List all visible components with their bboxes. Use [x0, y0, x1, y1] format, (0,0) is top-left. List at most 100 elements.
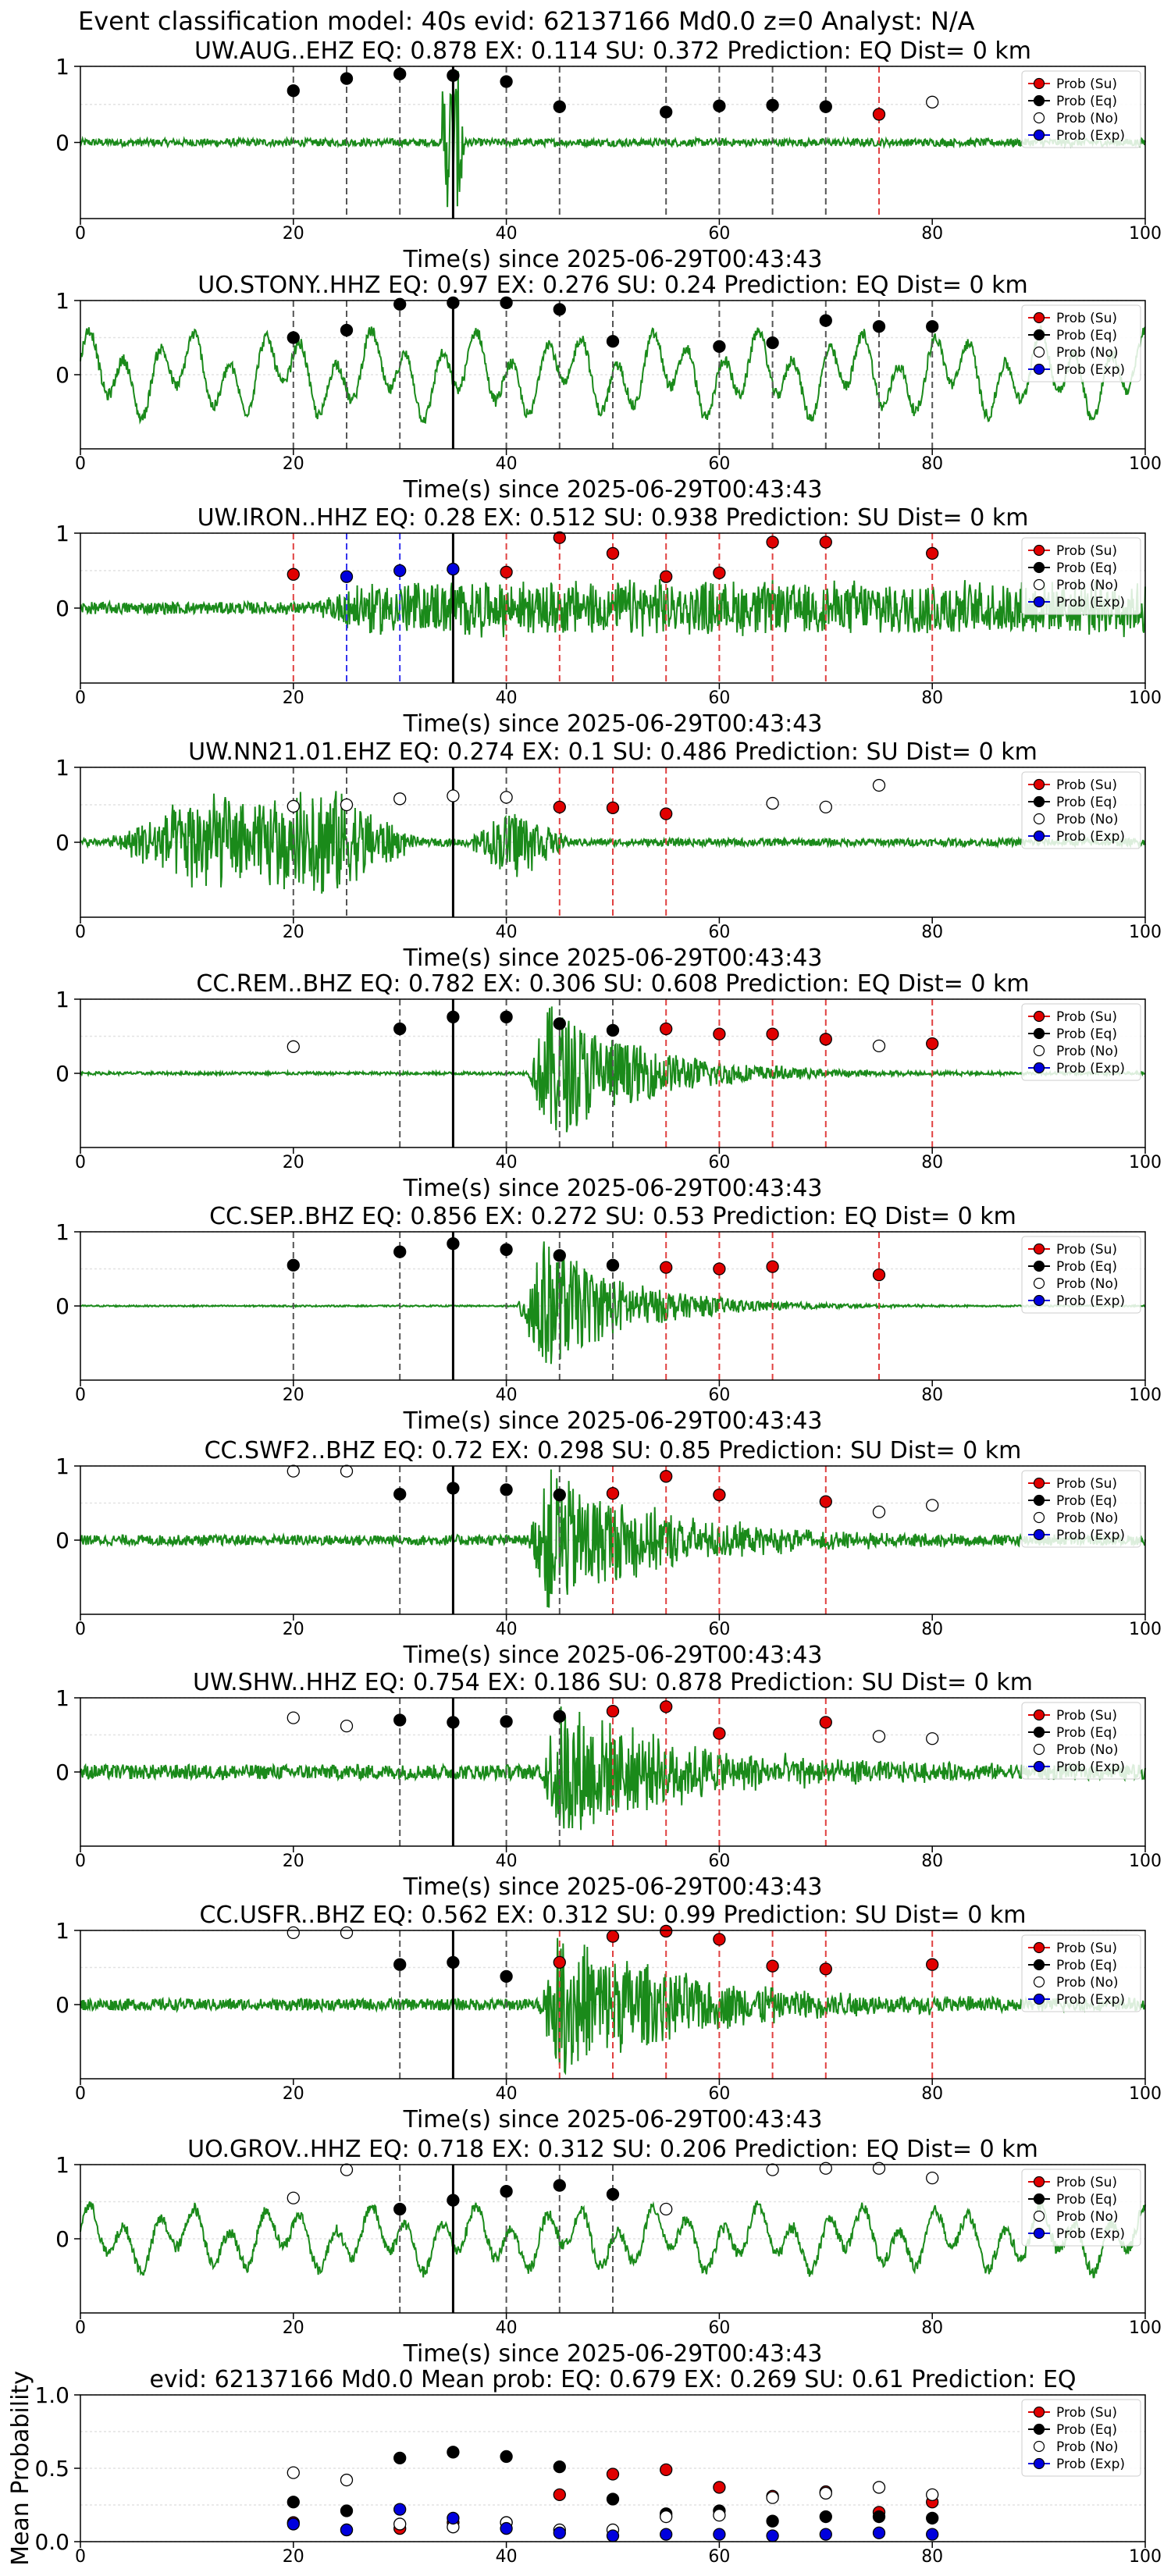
legend-box	[1021, 1702, 1141, 1780]
legend-marker-exp	[1033, 1062, 1045, 1074]
waveform-trace	[80, 325, 1146, 425]
legend-marker-exp	[1033, 1993, 1045, 2005]
prob-point-no	[287, 799, 300, 813]
legend-marker-no	[1033, 1743, 1045, 1756]
y-tick-label: 0	[55, 1293, 69, 1319]
prob-point-no	[340, 798, 354, 812]
chart-panel-2: UO.STONY..HHZ EQ: 0.97 EX: 0.276 SU: 0.2…	[55, 272, 1162, 503]
mean-prob-point-eq	[872, 2510, 886, 2524]
legend-label-exp: Prob (Exp)	[1056, 2457, 1125, 2472]
chart-panel-4: UW.NN21.01.EHZ EQ: 0.274 EX: 0.1 SU: 0.4…	[55, 738, 1162, 972]
panel-title: CC.SWF2..BHZ EQ: 0.72 EX: 0.298 SU: 0.85…	[205, 1437, 1022, 1464]
x-tick-label: 100	[1129, 1852, 1162, 1871]
legend-label-no: Prob (No)	[1056, 812, 1119, 827]
y-tick-label: 1	[55, 1453, 69, 1479]
legend-label-no: Prob (No)	[1056, 1276, 1119, 1292]
legend-label-su: Prob (Su)	[1056, 1242, 1117, 1258]
legend: Prob (Su)Prob (Eq)Prob (No)Prob (Exp)	[1021, 2169, 1141, 2247]
legend-marker-exp	[1033, 2457, 1045, 2470]
legend-marker-su	[1033, 2176, 1045, 2188]
prob-point-no	[926, 1499, 939, 1512]
prob-point-no	[819, 2161, 832, 2175]
prob-point-eq	[447, 1010, 460, 1023]
y-tick-label: 0	[55, 362, 69, 388]
prob-point-no	[287, 1464, 300, 1478]
y-tick-label: 0.5	[34, 2456, 69, 2482]
prob-point-eq	[926, 320, 939, 333]
panel-title: evid: 62137166 Md0.0 Mean prob: EQ: 0.67…	[149, 2366, 1076, 2393]
legend-label-exp: Prob (Exp)	[1056, 1759, 1125, 1775]
legend: Prob (Su)Prob (Eq)Prob (No)Prob (Exp)	[1021, 1470, 1141, 1548]
legend: Prob (Su)Prob (Eq)Prob (No)Prob (Exp)	[1021, 70, 1141, 148]
x-tick-label: 80	[921, 1620, 943, 1639]
legend-label-no: Prob (No)	[1056, 1044, 1119, 1059]
legend-marker-eq	[1033, 2193, 1045, 2205]
waveform-trace	[80, 1469, 1146, 1608]
prob-point-no	[340, 1464, 354, 1478]
mean-prob-point-su	[713, 2481, 726, 2494]
legend-marker-su	[1033, 1243, 1045, 1255]
panel-title: UO.GROV..HHZ EQ: 0.718 EX: 0.312 SU: 0.2…	[187, 2136, 1038, 2163]
prob-point-no	[926, 95, 939, 109]
prob-point-no	[926, 2171, 939, 2185]
x-tick-label: 60	[708, 923, 730, 942]
x-tick-label: 0	[75, 1620, 86, 1639]
x-tick-label: 60	[708, 224, 730, 244]
y-tick-label: 0.0	[34, 2529, 69, 2555]
x-tick-label: 100	[1129, 2318, 1162, 2338]
x-tick-label: 100	[1129, 923, 1162, 942]
legend-box	[1021, 2169, 1141, 2247]
prob-point-eq	[553, 1249, 566, 1262]
legend-box	[1021, 1003, 1141, 1081]
legend-label-eq: Prob (Eq)	[1056, 1259, 1117, 1275]
y-tick-label: 0	[55, 1759, 69, 1785]
prob-point-eq	[606, 2187, 620, 2201]
prob-point-su	[660, 1700, 673, 1713]
chart-panel-8: UW.SHW..HHZ EQ: 0.754 EX: 0.186 SU: 0.87…	[55, 1669, 1162, 1901]
prob-point-eq	[287, 1258, 300, 1272]
waveform-trace	[80, 1937, 1146, 2076]
y-tick-label: 1	[55, 755, 69, 781]
legend-box	[1021, 1934, 1141, 2012]
legend: Prob (Su)Prob (Eq)Prob (No)Prob (Exp)	[1021, 537, 1141, 615]
prob-point-su	[660, 1022, 673, 1036]
panel-title: CC.REM..BHZ EQ: 0.782 EX: 0.306 SU: 0.60…	[196, 970, 1029, 998]
legend-label-su: Prob (Su)	[1056, 2405, 1117, 2421]
legend-marker-exp	[1033, 2227, 1045, 2240]
x-tick-label: 40	[496, 688, 518, 708]
legend-label-su: Prob (Su)	[1056, 2175, 1117, 2190]
x-axis-label: Time(s) since 2025-06-29T00:43:43	[403, 710, 823, 738]
legend-label-su: Prob (Su)	[1056, 1941, 1117, 1956]
prob-point-su	[553, 1955, 566, 1969]
x-tick-label: 80	[921, 1153, 943, 1172]
chart-panel-5: CC.REM..BHZ EQ: 0.782 EX: 0.306 SU: 0.60…	[55, 970, 1162, 1202]
prob-point-eq	[393, 1245, 407, 1258]
legend-marker-exp	[1033, 596, 1045, 608]
prob-point-su	[713, 1933, 726, 1946]
prob-point-no	[872, 1039, 886, 1052]
x-tick-label: 100	[1129, 2084, 1162, 2104]
legend-marker-exp	[1033, 129, 1045, 141]
mean-prob-point-eq	[447, 2446, 460, 2459]
prob-point-su	[660, 1470, 673, 1483]
prob-point-eq	[340, 323, 354, 337]
prob-point-eq	[500, 1483, 513, 1496]
x-tick-label: 40	[496, 1620, 518, 1639]
legend-marker-no	[1033, 1976, 1045, 1988]
legend-box	[1021, 70, 1141, 148]
panel-title: UW.IRON..HHZ EQ: 0.28 EX: 0.512 SU: 0.93…	[198, 504, 1029, 532]
prob-point-eq	[447, 1237, 460, 1251]
prob-point-no	[393, 792, 407, 806]
mean-prob-point-exp	[447, 2511, 460, 2525]
legend-marker-no	[1033, 346, 1045, 358]
legend-marker-eq	[1033, 561, 1045, 574]
x-tick-label: 80	[921, 454, 943, 474]
prob-point-su	[926, 1958, 939, 1971]
prob-point-eq	[393, 1958, 407, 1971]
x-tick-label: 20	[283, 2547, 304, 2567]
prob-point-no	[766, 796, 779, 810]
x-axis-label: Time(s) since 2025-06-29T00:43:43	[403, 246, 823, 273]
prob-point-eq	[553, 1710, 566, 1723]
legend-label-eq: Prob (Eq)	[1056, 1958, 1117, 1973]
mean-prob-point-exp	[340, 2523, 354, 2537]
